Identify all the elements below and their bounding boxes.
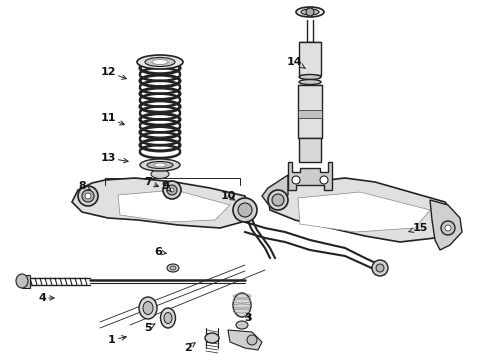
Ellipse shape (143, 302, 153, 315)
Polygon shape (430, 200, 462, 250)
Ellipse shape (170, 266, 176, 270)
Text: 14: 14 (287, 57, 306, 68)
Circle shape (445, 225, 451, 231)
Ellipse shape (154, 163, 166, 167)
Ellipse shape (145, 58, 175, 67)
Ellipse shape (299, 75, 321, 80)
Circle shape (372, 260, 388, 276)
Ellipse shape (139, 297, 157, 319)
Polygon shape (299, 138, 321, 162)
Ellipse shape (167, 264, 179, 272)
Ellipse shape (233, 293, 251, 317)
Text: 1: 1 (108, 335, 126, 345)
Polygon shape (118, 190, 230, 222)
Ellipse shape (296, 7, 324, 17)
Circle shape (82, 190, 94, 202)
Text: 12: 12 (100, 67, 126, 79)
Ellipse shape (16, 274, 28, 288)
Circle shape (238, 203, 252, 217)
Polygon shape (298, 192, 430, 232)
Circle shape (320, 176, 328, 184)
Text: 6: 6 (154, 247, 166, 257)
Circle shape (78, 186, 98, 206)
Polygon shape (22, 275, 30, 288)
Polygon shape (288, 162, 332, 190)
Text: 10: 10 (220, 191, 236, 201)
Circle shape (306, 8, 314, 16)
Polygon shape (262, 175, 288, 204)
Polygon shape (72, 178, 250, 228)
Text: 9: 9 (161, 181, 172, 192)
Text: 5: 5 (144, 323, 155, 333)
Text: 2: 2 (184, 343, 195, 353)
Ellipse shape (161, 308, 175, 328)
Polygon shape (299, 42, 321, 75)
Circle shape (376, 264, 384, 272)
Ellipse shape (152, 59, 168, 64)
Text: 15: 15 (409, 223, 428, 233)
Circle shape (247, 335, 257, 345)
Ellipse shape (205, 333, 219, 343)
Text: 8: 8 (78, 181, 91, 191)
Text: 7: 7 (144, 177, 158, 187)
Circle shape (85, 193, 91, 199)
Ellipse shape (164, 312, 172, 324)
Polygon shape (228, 330, 262, 350)
Circle shape (170, 188, 174, 192)
Polygon shape (298, 85, 322, 138)
Text: 13: 13 (100, 153, 128, 163)
Text: 11: 11 (100, 113, 124, 125)
Polygon shape (298, 110, 322, 118)
Ellipse shape (151, 170, 169, 179)
Polygon shape (146, 68, 174, 158)
Ellipse shape (147, 162, 173, 168)
Text: 4: 4 (38, 293, 54, 303)
Circle shape (441, 221, 455, 235)
Circle shape (272, 194, 284, 206)
Circle shape (233, 198, 257, 222)
Polygon shape (268, 178, 455, 242)
Circle shape (163, 181, 181, 199)
Ellipse shape (301, 9, 319, 15)
Ellipse shape (236, 321, 248, 329)
Text: 3: 3 (244, 313, 252, 323)
Circle shape (292, 176, 300, 184)
Circle shape (268, 190, 288, 210)
Ellipse shape (137, 55, 183, 69)
Ellipse shape (299, 80, 321, 85)
Ellipse shape (140, 159, 180, 171)
Circle shape (167, 185, 177, 195)
